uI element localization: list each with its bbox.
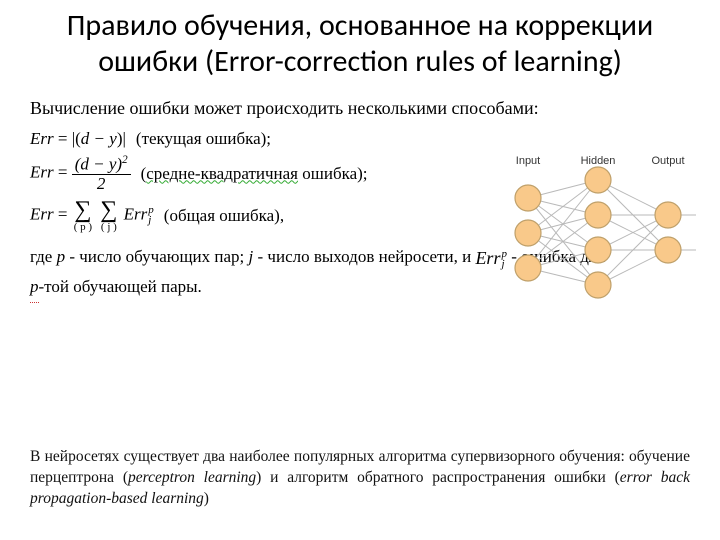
neural-network-diagram: Input Hidden Output [498,150,698,315]
input-nodes [515,185,541,281]
f3-lhs: Err [30,205,54,224]
f2-num: (d − y) [75,155,122,174]
label-output: Output [651,155,684,167]
bottom-note: В нейросетях существует два наиболее поп… [30,447,690,510]
f2-lhs: Err [30,163,54,182]
italic-perceptron: perceptron learning [128,469,256,486]
f2-desc-text: средне-квадратичная [146,164,298,183]
sum-over-p: ∑ ( p ) [74,198,92,233]
f1-inside: d − y [81,129,117,148]
label-input: Input [516,155,540,167]
label-hidden: Hidden [581,155,616,167]
where-p2: p [30,277,39,296]
formula-2: Err = (d − y)2 2 (средне-квадратичная ош… [30,155,460,192]
intro-text: Вычисление ошибки может происходить неск… [30,98,690,119]
where-p: p [57,247,66,266]
f1-abs-open: |( [72,129,81,148]
sum-over-j: ∑ ( j ) [100,198,117,233]
f2-desc: (средне-квадратичная ошибка); [141,164,368,184]
formula-3: Err = ∑ ( p ) ∑ ( j ) Errpj (общая ошибк… [30,198,460,233]
slide-title: Правило обучения, основанное на коррекци… [30,8,690,80]
edges-hidden-output [598,180,668,285]
f2-den: 2 [72,174,131,193]
f1-abs-close: )| [117,129,126,148]
hidden-nodes [585,167,611,298]
output-nodes [655,202,681,263]
formulas-block: Err = |(d − y)| (текущая ошибка); Err = … [30,129,460,233]
formula-1: Err = |(d − y)| (текущая ошибка); [30,129,460,149]
f2-exp: 2 [122,154,128,166]
f3-term: Err [124,205,148,224]
f1-desc: (текущая ошибка); [136,129,271,149]
f1-lhs: Err [30,129,54,148]
f3-desc: (общая ошибка), [164,206,284,226]
